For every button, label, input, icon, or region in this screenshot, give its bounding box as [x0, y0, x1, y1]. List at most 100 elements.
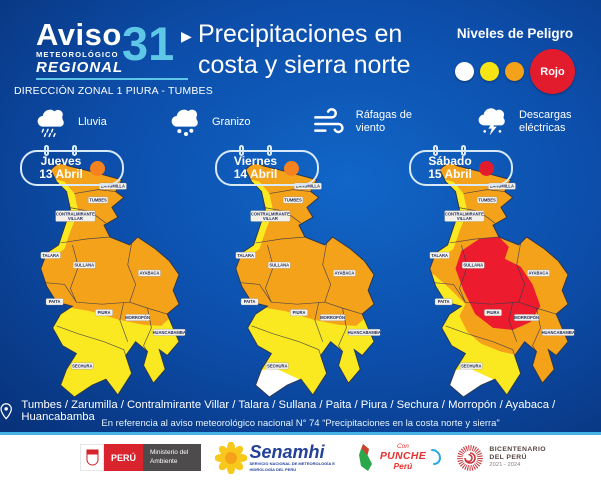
date-badge-text: Sábado 15 Abril	[428, 153, 472, 181]
svg-text:AYABACA: AYABACA	[140, 271, 160, 276]
punche-main: PUNCHE	[379, 449, 426, 462]
map-panel-sabado-15: Sábado 15 Abril ZARUMILLA TUMBES CONTRALMI…	[403, 145, 587, 400]
arrow-icon: ▶	[181, 28, 192, 44]
svg-text:PIURA: PIURA	[487, 310, 500, 315]
legend-hail-label: Granizo	[211, 115, 251, 128]
peru-map-icon	[358, 443, 372, 471]
day-date: 13 Abril	[39, 167, 83, 181]
svg-text:PAITA: PAITA	[243, 299, 255, 304]
legend-lightning: Descargas eléctricas	[475, 106, 583, 138]
peru-coat-of-arms-icon	[80, 444, 104, 471]
senamhi-flower-icon	[215, 441, 248, 474]
danger-level-red-label: Rojo	[540, 65, 565, 78]
svg-text:TALARA: TALARA	[431, 253, 448, 258]
calendar-ring-icon	[238, 145, 244, 156]
senamhi-logo: Senamhi SERVICIO NACIONAL DE METEOROLOGÍ…	[215, 441, 341, 474]
footer-logos: PERÚ Ministerio del Ambiente Senamhi SER…	[0, 435, 601, 480]
locations-list: Tumbes / Zarumilla / Contralmirante Vill…	[21, 399, 556, 423]
svg-text:SECHURA: SECHURA	[267, 363, 287, 368]
legend-rain: Lluvia	[34, 106, 107, 138]
svg-text:ZARUMILLA: ZARUMILLA	[295, 184, 319, 189]
danger-level-yellow	[480, 62, 499, 81]
svg-text:PAITA: PAITA	[49, 299, 61, 304]
hazard-legend: Lluvia Granizo Ráfagas de viento	[34, 106, 583, 138]
danger-level-red: Rojo	[530, 49, 575, 94]
svg-text:PIURA: PIURA	[98, 310, 111, 315]
accent-bar	[0, 432, 601, 435]
map-panel-viernes-14: Viernes 14 Abril ZARUMILLA TUMBES CONTRALM…	[209, 145, 393, 400]
danger-dot-red	[478, 160, 494, 176]
hail-icon	[171, 109, 198, 136]
calendar-ring-icon	[72, 145, 77, 156]
svg-text:HUANCABAMBA: HUANCABAMBA	[542, 330, 575, 335]
senamhi-subtitle: SERVICIO NACIONAL DE METEOROLOGÍA E HIDR…	[249, 461, 335, 472]
svg-text:CONTRALMIRANTE: CONTRALMIRANTE	[445, 211, 484, 216]
svg-text:CONTRALMIRANTE: CONTRALMIRANTE	[56, 211, 95, 216]
title-line2: costa y sierra norte	[198, 51, 411, 80]
advisory-number: 31	[122, 17, 175, 70]
svg-text:SECHURA: SECHURA	[72, 363, 92, 368]
svg-text:PAITA: PAITA	[438, 299, 450, 304]
svg-text:SULLANA: SULLANA	[463, 263, 483, 268]
svg-text:SULLANA: SULLANA	[74, 263, 94, 268]
title-line1: Precipitaciones en	[198, 20, 403, 48]
advisory-title: Precipitaciones en costa y sierra norte	[198, 19, 460, 82]
brand-meteorologico: METEOROLÓGICO	[36, 50, 119, 60]
svg-text:TUMBES: TUMBES	[284, 197, 302, 202]
peru-label: PERÚ	[104, 444, 144, 471]
svg-text:TALARA: TALARA	[42, 253, 59, 258]
legend-hail: Granizo	[168, 106, 251, 138]
bicentenario-line2: DEL PERÚ	[489, 454, 527, 462]
brand-aviso: Aviso	[36, 17, 122, 52]
svg-text:MORROPÓN: MORROPÓN	[125, 315, 150, 320]
rain-icon	[37, 109, 64, 138]
brand-block: Aviso METEOROLÓGICO REGIONAL	[36, 17, 188, 81]
map-viernes-14: ZARUMILLA TUMBES CONTRALMIRANTE VILLAR TALAR…	[216, 158, 384, 405]
svg-text:TALARA: TALARA	[237, 253, 254, 258]
day-date: 14 Abril	[233, 167, 278, 181]
calendar-ring-icon	[433, 145, 438, 156]
map-panel-jueves-13: Jueves 13 Abril ZARUMILLA TUMBES CONTRALMI…	[14, 145, 198, 400]
bicentenario-line3: 2021 - 2024	[489, 462, 521, 469]
locations-row: Tumbes / Zarumilla / Contralmirante Vill…	[0, 399, 601, 423]
zonal-direction: DIRECCIÓN ZONAL 1 PIURA - TUMBES	[14, 85, 213, 97]
bicentenario-text: BICENTENARIO DEL PERÚ 2021 - 2024	[489, 446, 546, 469]
forecast-maps-row: Jueves 13 Abril ZARUMILLA TUMBES CONTRALMI…	[14, 145, 587, 400]
ministerio-ambiente-logo: PERÚ Ministerio del Ambiente	[80, 444, 202, 471]
date-badge-viernes: Viernes 14 Abril	[214, 145, 319, 186]
senamhi-wordmark: Senamhi	[249, 442, 325, 463]
bicentenario-sunburst-icon	[457, 444, 484, 471]
svg-text:HUANCABAMBA: HUANCABAMBA	[347, 330, 380, 335]
calendar-ring-icon	[461, 145, 466, 156]
danger-level-orange	[505, 62, 524, 81]
danger-levels-block: Niveles de Peligro Rojo	[441, 26, 589, 94]
day-name: Jueves	[40, 153, 82, 168]
legend-wind: Ráfagas de viento	[312, 106, 414, 138]
punche-con: Con	[396, 443, 409, 451]
svg-text:VILLAR: VILLAR	[457, 216, 472, 221]
svg-text:VILLAR: VILLAR	[262, 216, 277, 221]
svg-text:TUMBES: TUMBES	[478, 197, 496, 202]
punche-text: Con PUNCHE Perú	[379, 443, 426, 471]
danger-dot-orange	[89, 160, 105, 176]
brand-regional: REGIONAL	[36, 59, 124, 77]
date-badge-text: Viernes 14 Abril	[233, 154, 278, 181]
danger-dot-orange	[284, 160, 300, 176]
legend-wind-label: Ráfagas de viento	[355, 109, 413, 134]
svg-text:MORROPÓN: MORROPÓN	[320, 315, 345, 320]
svg-text:AYABACA: AYABACA	[334, 271, 354, 276]
day-name: Sábado	[428, 153, 472, 168]
danger-levels-title: Niveles de Peligro	[456, 26, 574, 41]
danger-level-white	[455, 62, 474, 81]
date-badge-text: Jueves 13 Abril	[39, 153, 83, 181]
svg-text:SECHURA: SECHURA	[461, 363, 481, 368]
svg-text:HUANCABAMBA: HUANCABAMBA	[153, 330, 186, 335]
danger-level-scale: Rojo	[441, 49, 589, 94]
bicentenario-logo: BICENTENARIO DEL PERÚ 2021 - 2024	[456, 444, 546, 472]
svg-text:MORROPÓN: MORROPÓN	[514, 315, 539, 320]
brand-underline	[36, 78, 188, 81]
svg-text:VILLAR: VILLAR	[68, 216, 83, 221]
punche-peru: Perú	[393, 460, 413, 471]
svg-text:PIURA: PIURA	[292, 310, 305, 315]
